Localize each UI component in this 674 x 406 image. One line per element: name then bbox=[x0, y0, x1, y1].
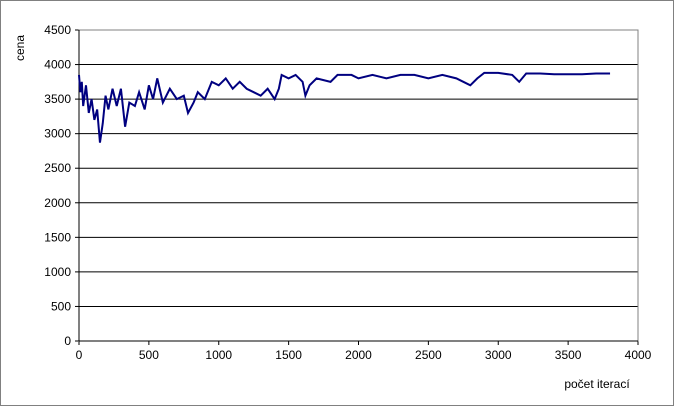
y-tick-label: 4500 bbox=[44, 23, 71, 37]
x-tick-label: 3000 bbox=[485, 348, 512, 362]
y-axis-label: cena bbox=[13, 35, 27, 61]
y-tick-label: 1500 bbox=[44, 230, 71, 244]
y-tick-label: 4000 bbox=[44, 58, 71, 72]
x-tick-label: 500 bbox=[139, 348, 159, 362]
y-tick-label: 3500 bbox=[44, 92, 71, 106]
y-tick-label: 1000 bbox=[44, 265, 71, 279]
y-tick-label: 500 bbox=[51, 299, 71, 313]
y-tick-label: 2500 bbox=[44, 161, 71, 175]
x-tick-label: 1000 bbox=[205, 348, 232, 362]
data-line bbox=[78, 71, 611, 143]
y-tick-label: 3000 bbox=[44, 127, 71, 141]
y-tick-label: 0 bbox=[64, 334, 71, 348]
x-tick-label: 2000 bbox=[345, 348, 372, 362]
x-tick-label: 3500 bbox=[555, 348, 582, 362]
x-tick-label: 1500 bbox=[275, 348, 302, 362]
x-axis-label: počet iterací bbox=[564, 377, 630, 391]
x-tick-label: 0 bbox=[76, 348, 83, 362]
y-tick-label: 2000 bbox=[44, 196, 71, 210]
x-tick-label: 4000 bbox=[625, 348, 652, 362]
x-tick-label: 2500 bbox=[415, 348, 442, 362]
